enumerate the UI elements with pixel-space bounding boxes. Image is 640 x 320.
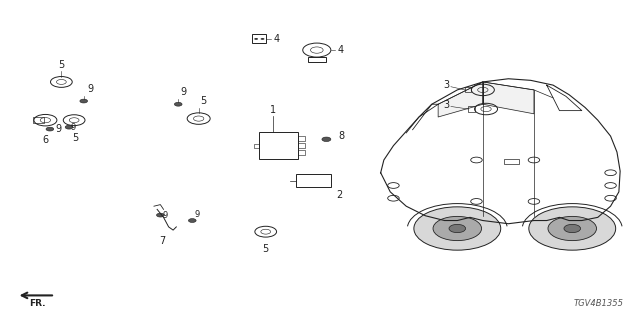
Circle shape — [254, 38, 258, 40]
Text: 8: 8 — [338, 131, 344, 141]
Bar — [468, 107, 474, 112]
Circle shape — [322, 137, 331, 141]
Text: 4: 4 — [273, 34, 280, 44]
Text: TGV4B1355: TGV4B1355 — [573, 299, 623, 308]
Text: 6: 6 — [42, 134, 49, 145]
Text: 9: 9 — [194, 210, 200, 219]
Text: 5: 5 — [262, 244, 269, 254]
Text: 1: 1 — [270, 105, 276, 115]
Circle shape — [174, 102, 182, 106]
Circle shape — [388, 183, 399, 188]
Bar — [259, 132, 298, 159]
Circle shape — [80, 99, 88, 103]
Text: 9: 9 — [87, 84, 93, 94]
Text: 4: 4 — [337, 45, 344, 55]
Circle shape — [548, 216, 596, 241]
Text: 3: 3 — [443, 80, 449, 90]
Text: 5: 5 — [72, 133, 79, 143]
Polygon shape — [438, 82, 483, 117]
Bar — [504, 159, 519, 164]
Text: 7: 7 — [159, 236, 165, 246]
Text: 9: 9 — [70, 123, 76, 132]
Polygon shape — [483, 82, 534, 114]
Text: 2: 2 — [337, 190, 343, 200]
Circle shape — [388, 196, 399, 201]
Bar — [298, 136, 305, 141]
Text: 9: 9 — [180, 87, 186, 97]
Circle shape — [414, 207, 500, 250]
Circle shape — [529, 207, 616, 250]
Text: 5: 5 — [200, 96, 207, 107]
Bar — [254, 144, 259, 148]
Circle shape — [605, 183, 616, 188]
Bar — [298, 143, 305, 148]
Text: 5: 5 — [58, 60, 65, 70]
Circle shape — [564, 224, 580, 233]
Circle shape — [260, 38, 264, 40]
Bar — [308, 57, 326, 62]
Bar — [298, 150, 305, 155]
Bar — [296, 174, 331, 188]
Circle shape — [449, 224, 466, 233]
Circle shape — [528, 157, 540, 163]
Circle shape — [528, 198, 540, 204]
Circle shape — [188, 219, 196, 222]
Circle shape — [65, 125, 73, 129]
Text: 9: 9 — [163, 211, 168, 220]
Bar — [252, 35, 266, 44]
Circle shape — [157, 213, 164, 217]
Circle shape — [470, 198, 482, 204]
Circle shape — [605, 170, 616, 176]
Circle shape — [605, 196, 616, 201]
Bar — [33, 117, 44, 123]
Circle shape — [470, 157, 482, 163]
Text: 3: 3 — [443, 100, 449, 110]
Bar — [465, 87, 471, 92]
Circle shape — [433, 216, 481, 241]
Text: 9: 9 — [55, 124, 61, 134]
Circle shape — [46, 127, 54, 131]
Text: FR.: FR. — [29, 299, 45, 308]
